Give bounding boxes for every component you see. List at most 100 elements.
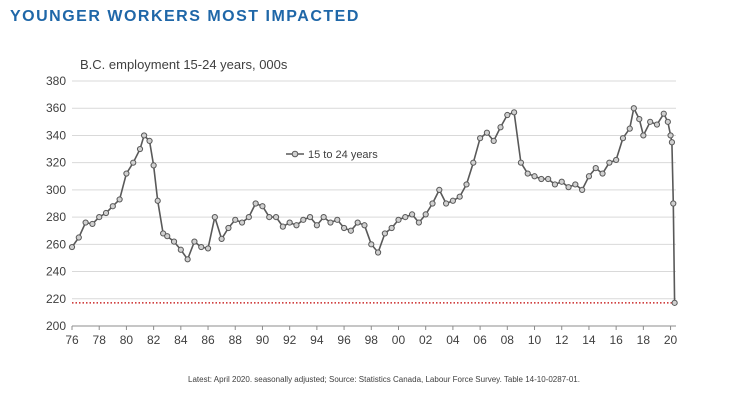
data-point bbox=[402, 214, 409, 221]
data-point bbox=[442, 200, 450, 207]
x-tick-label: 02 bbox=[419, 333, 433, 347]
data-point bbox=[238, 219, 246, 226]
x-tick-label: 08 bbox=[501, 333, 515, 347]
data-point bbox=[599, 170, 606, 177]
data-point bbox=[395, 216, 402, 223]
data-point bbox=[334, 216, 341, 223]
data-point bbox=[545, 175, 552, 183]
x-tick-label: 82 bbox=[147, 333, 161, 347]
x-tick-label: 00 bbox=[392, 333, 406, 347]
data-point bbox=[551, 181, 559, 188]
data-point bbox=[388, 224, 395, 232]
data-point bbox=[490, 137, 497, 144]
data-point bbox=[511, 109, 518, 116]
page-heading: YOUNGER WORKERS MOST IMPACTED bbox=[10, 8, 360, 25]
data-point bbox=[647, 118, 654, 125]
data-point bbox=[259, 203, 266, 210]
data-point bbox=[204, 245, 212, 252]
data-point bbox=[671, 299, 678, 306]
data-point bbox=[154, 197, 161, 204]
data-point bbox=[606, 159, 613, 166]
data-point bbox=[565, 184, 572, 191]
data-point bbox=[660, 110, 667, 117]
data-point bbox=[470, 159, 477, 166]
data-point bbox=[75, 234, 82, 241]
x-tick-label: 84 bbox=[174, 333, 188, 347]
data-point bbox=[449, 197, 457, 204]
data-point bbox=[252, 200, 259, 207]
y-tick-label: 280 bbox=[46, 210, 66, 224]
x-tick-label: 10 bbox=[528, 333, 542, 347]
data-point bbox=[327, 219, 334, 226]
data-point bbox=[361, 222, 368, 229]
x-tick-label: 04 bbox=[446, 333, 460, 347]
x-tick-label: 94 bbox=[310, 333, 324, 347]
legend: 15 to 24 years bbox=[286, 149, 378, 161]
data-point bbox=[640, 132, 647, 139]
data-point bbox=[68, 243, 76, 251]
data-point bbox=[96, 214, 103, 221]
data-point bbox=[636, 116, 643, 123]
data-point bbox=[140, 132, 148, 139]
data-point bbox=[191, 238, 198, 245]
data-point bbox=[102, 209, 110, 217]
x-tick-label: 14 bbox=[582, 333, 596, 347]
data-point bbox=[136, 145, 144, 153]
data-point bbox=[497, 124, 504, 131]
data-point bbox=[225, 224, 232, 232]
data-point bbox=[613, 156, 620, 164]
data-point bbox=[266, 214, 273, 221]
x-tick-label: 16 bbox=[609, 333, 623, 347]
data-point bbox=[456, 193, 463, 200]
x-tick-label: 92 bbox=[283, 333, 297, 347]
data-point bbox=[164, 233, 171, 240]
data-point bbox=[653, 121, 661, 128]
data-point bbox=[667, 132, 674, 139]
source-footnote: Latest: April 2020. seasonally adjusted;… bbox=[188, 375, 580, 384]
data-point bbox=[477, 135, 484, 142]
y-tick-label: 360 bbox=[46, 101, 66, 115]
y-tick-label: 220 bbox=[46, 292, 66, 306]
data-point bbox=[306, 214, 314, 221]
data-point bbox=[177, 246, 184, 253]
data-point bbox=[184, 256, 191, 263]
x-tick-label: 80 bbox=[120, 333, 134, 347]
data-point bbox=[483, 129, 491, 136]
data-point bbox=[340, 224, 348, 232]
data-point bbox=[538, 175, 545, 183]
data-point bbox=[279, 223, 286, 230]
data-point bbox=[146, 137, 153, 144]
data-point bbox=[347, 227, 354, 234]
data-point bbox=[245, 214, 252, 221]
x-tick-label: 76 bbox=[65, 333, 79, 347]
x-tick-label: 86 bbox=[201, 333, 215, 347]
data-point bbox=[408, 211, 416, 218]
y-tick-label: 340 bbox=[46, 128, 66, 142]
data-point bbox=[232, 216, 239, 223]
y-tick-label: 240 bbox=[46, 265, 66, 279]
y-tick-label: 260 bbox=[46, 237, 66, 251]
data-point bbox=[429, 200, 436, 207]
data-point bbox=[272, 214, 280, 221]
x-tick-label: 78 bbox=[93, 333, 107, 347]
data-point bbox=[668, 139, 676, 146]
gridlines bbox=[72, 80, 676, 300]
x-tick-label: 06 bbox=[473, 333, 487, 347]
data-point bbox=[116, 196, 123, 203]
data-point bbox=[670, 200, 677, 207]
x-tick-label: 18 bbox=[637, 333, 651, 347]
data-point bbox=[524, 170, 531, 177]
data-point bbox=[218, 235, 225, 242]
data-point bbox=[415, 219, 422, 226]
data-point bbox=[313, 222, 320, 229]
data-point bbox=[558, 178, 565, 185]
y-tick-label: 300 bbox=[46, 183, 66, 197]
series-line bbox=[71, 107, 676, 303]
x-tick-label: 90 bbox=[256, 333, 270, 347]
x-tick-label: 88 bbox=[229, 333, 243, 347]
chart-title: B.C. employment 15-24 years, 000s bbox=[80, 57, 288, 72]
data-point bbox=[664, 118, 671, 125]
data-point bbox=[211, 214, 218, 221]
data-point bbox=[320, 214, 327, 221]
data-point bbox=[463, 181, 470, 188]
